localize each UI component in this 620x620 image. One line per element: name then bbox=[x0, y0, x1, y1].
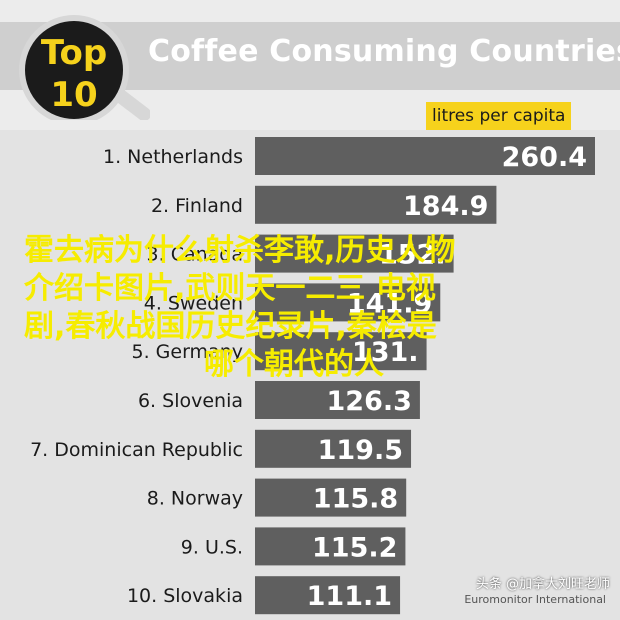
bar bbox=[255, 576, 401, 615]
overlay-line: 哪个朝代的人 bbox=[204, 347, 384, 382]
category-label: 1. Netherlands bbox=[103, 146, 243, 168]
category-label: 2. Finland bbox=[151, 195, 243, 217]
value-label: 141.9 bbox=[347, 288, 432, 319]
value-label: 152. bbox=[379, 240, 446, 271]
category-label: 5. Germany bbox=[132, 341, 244, 363]
overlay-caption: 霍去病为什么射杀李敢,历史人物 介绍卡图片,武则天一二三 电视 剧,春秋战国历史… bbox=[24, 232, 584, 384]
value-label: 131. bbox=[352, 337, 419, 368]
bar bbox=[255, 137, 595, 175]
bar bbox=[255, 527, 406, 566]
bar bbox=[255, 332, 427, 371]
bar bbox=[255, 381, 420, 419]
category-label: 8. Norway bbox=[147, 488, 243, 510]
bar bbox=[255, 185, 497, 224]
bar bbox=[255, 283, 441, 322]
category-label: 4. Sweden bbox=[144, 292, 243, 314]
value-label: 260.4 bbox=[502, 142, 587, 173]
overlay-line: 霍去病为什么射杀李敢,历史人物 bbox=[24, 233, 456, 268]
value-label: 111.1 bbox=[307, 581, 392, 612]
category-label: 3. Canada bbox=[147, 244, 243, 266]
overlay-line: 剧,春秋战国历史纪录片,秦桧是 bbox=[24, 309, 437, 344]
chart-title: Coffee Consuming Countries bbox=[148, 34, 620, 69]
value-label: 115.8 bbox=[313, 484, 398, 515]
bar bbox=[255, 234, 454, 273]
value-label: 115.2 bbox=[312, 532, 397, 563]
overlay-line: 介绍卡图片,武则天一二三 电视 bbox=[24, 271, 436, 306]
value-label: 126.3 bbox=[327, 386, 412, 417]
category-label: 6. Slovenia bbox=[138, 390, 243, 412]
value-label: 119.5 bbox=[318, 435, 403, 466]
unit-label: litres per capita bbox=[426, 102, 572, 130]
value-label: 184.9 bbox=[403, 191, 488, 222]
bar bbox=[255, 429, 412, 468]
source-credit: Euromonitor International bbox=[464, 593, 606, 606]
category-label: 9. U.S. bbox=[181, 536, 243, 558]
category-label: 10. Slovakia bbox=[127, 585, 243, 607]
magnifier-lens bbox=[22, 18, 126, 120]
magnifier-rim bbox=[19, 15, 129, 120]
logo-number-text: 10 bbox=[50, 75, 97, 115]
top10-logo: Top 10 bbox=[19, 15, 150, 120]
watermark: 头条 @加拿大刘旺老师 bbox=[475, 577, 610, 592]
logo-top-text: Top bbox=[41, 33, 107, 73]
category-label: 7. Dominican Republic bbox=[30, 439, 243, 461]
bar bbox=[255, 478, 407, 517]
